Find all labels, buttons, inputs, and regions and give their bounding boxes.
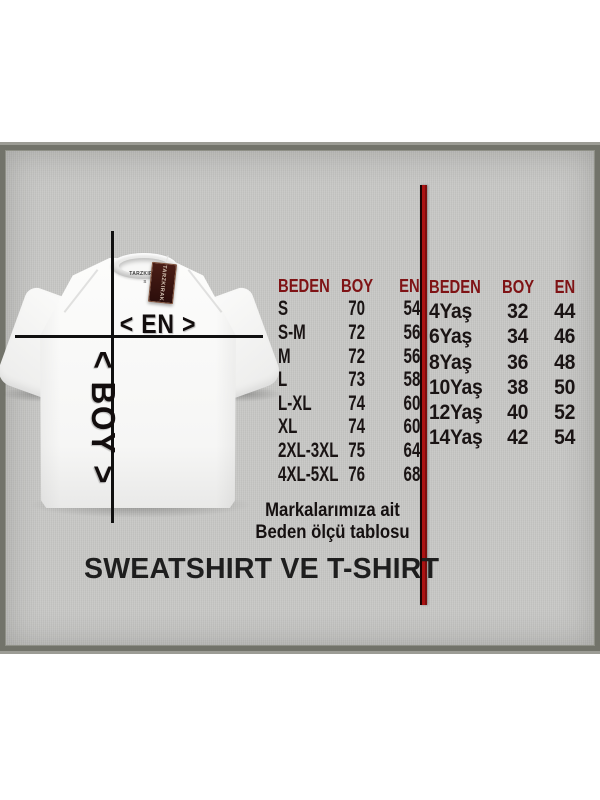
length-label-boy: < BOY > xyxy=(85,350,122,486)
cell-en: 64 xyxy=(403,438,420,462)
cell-boy: 36 xyxy=(507,349,529,374)
cell-size: M xyxy=(278,344,291,368)
cell-size: L-XL xyxy=(278,391,312,415)
cell-en: 54 xyxy=(554,425,576,450)
cell-en: 58 xyxy=(403,368,420,392)
cell-size: 8Yaş xyxy=(429,349,473,374)
cell-size: 14Yaş xyxy=(429,425,483,450)
cell-size: 4XL-5XL xyxy=(278,462,339,486)
cell-boy: 76 xyxy=(348,462,366,486)
cell-size: S-M xyxy=(278,320,306,344)
cell-boy: 70 xyxy=(348,297,366,321)
size-table-adult: BEDEN BOY EN S 70 54 S-M 72 56 M 72 56 L… xyxy=(278,274,422,486)
cell-size: 2XL-3XL xyxy=(278,438,339,462)
cell-en: 46 xyxy=(554,324,576,349)
neck-brand-text: TARZKIRAK xyxy=(129,271,161,277)
size-chart-note: Markalarımıza ait Beden ölçü tablosu xyxy=(230,500,435,544)
adult-header-en: EN xyxy=(399,274,420,296)
panel-background xyxy=(0,145,600,651)
tshirt-body xyxy=(40,258,236,508)
length-measure-line xyxy=(111,231,114,523)
cell-size: 6Yaş xyxy=(429,324,473,349)
cell-boy: 40 xyxy=(507,400,529,425)
adult-header-beden: BEDEN xyxy=(278,274,330,296)
note-line-1: Markalarımıza ait xyxy=(265,500,400,521)
cell-en: 52 xyxy=(554,400,576,425)
hang-tag: TARZKIRAK xyxy=(147,261,178,305)
cell-boy: 75 xyxy=(348,438,366,462)
cell-boy: 42 xyxy=(507,425,529,450)
cell-size: 4Yaş xyxy=(429,299,473,324)
note-line-2: Beden ölçü tablosu xyxy=(255,522,410,543)
red-divider-line xyxy=(420,185,427,605)
cell-boy: 34 xyxy=(507,324,529,349)
kids-header-beden: BEDEN xyxy=(429,275,481,297)
width-label-en: < EN > xyxy=(119,309,197,339)
page-title: SWEATSHIRT VE T-SHIRT xyxy=(84,553,440,585)
cell-size: XL xyxy=(278,415,298,439)
cell-en: 60 xyxy=(403,391,420,415)
cell-en: 44 xyxy=(554,299,576,324)
width-measure-line xyxy=(15,335,263,338)
cell-boy: 72 xyxy=(348,320,366,344)
cell-en: 54 xyxy=(403,297,420,321)
cell-size: S xyxy=(278,297,289,321)
cell-boy: 74 xyxy=(348,415,366,439)
cell-size: 12Yaş xyxy=(429,400,483,425)
cell-en: 48 xyxy=(554,349,576,374)
cell-en: 50 xyxy=(554,374,576,399)
cell-boy: 73 xyxy=(348,368,366,392)
cell-en: 56 xyxy=(403,320,420,344)
cell-boy: 72 xyxy=(348,344,366,368)
cell-boy: 38 xyxy=(507,374,529,399)
cell-en: 68 xyxy=(403,462,420,486)
size-table-kids: BEDEN BOY EN 4Yaş 32 44 6Yaş 34 46 8Yaş … xyxy=(429,274,593,450)
neck-size-text: S xyxy=(143,279,147,284)
cell-size: L xyxy=(278,368,288,392)
kids-header-boy: BOY xyxy=(501,275,535,297)
kids-header-en: EN xyxy=(554,275,576,297)
hang-tag-text: TARZKIRAK xyxy=(157,264,168,302)
cell-boy: 32 xyxy=(507,299,529,324)
cell-boy: 74 xyxy=(348,391,366,415)
adult-header-boy: BOY xyxy=(340,274,374,296)
cell-en: 60 xyxy=(403,415,420,439)
tshirt-neck-label: TARZKIRAK S xyxy=(127,271,163,285)
cell-size: 10Yaş xyxy=(429,374,483,399)
cell-en: 56 xyxy=(403,344,420,368)
